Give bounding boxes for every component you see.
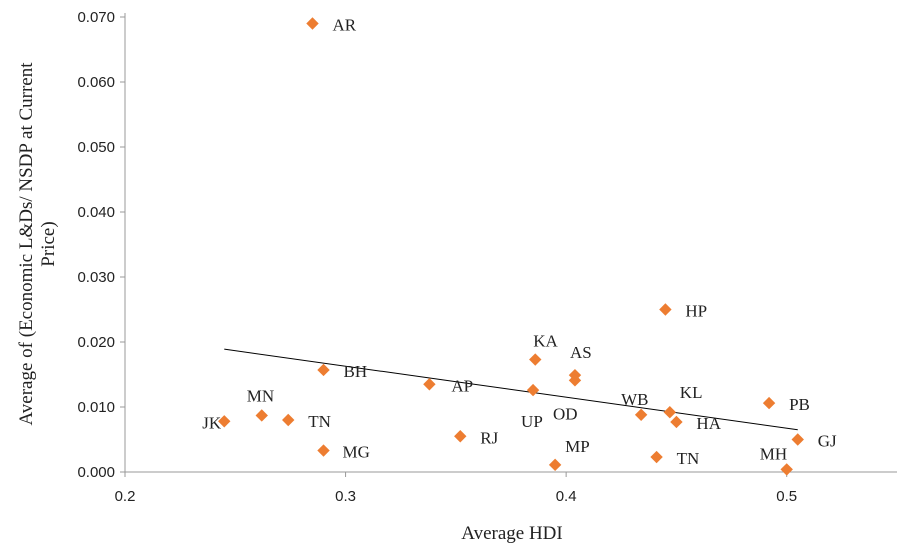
data-point-ar (306, 17, 319, 30)
data-point-od (568, 374, 582, 387)
data-point-ka (529, 353, 542, 366)
y-tick-label: 0.070 (77, 9, 115, 26)
point-label: HP (685, 302, 707, 321)
y-axis-title: Average of (Economic L&Ds/ NSDP at Curre… (16, 62, 59, 426)
data-point-mn (255, 409, 268, 422)
data-point-hp (659, 303, 672, 316)
point-label: HA (696, 414, 721, 433)
data-point-wb (634, 408, 648, 421)
point-label: MP (565, 437, 590, 456)
point-label: WB (621, 390, 648, 409)
data-point-ap (423, 378, 436, 391)
point-label: UP (521, 412, 543, 431)
point-label: MG (343, 443, 370, 462)
point-label: TN (677, 449, 700, 468)
data-point-bh (317, 363, 330, 377)
data-point-rj (454, 430, 467, 443)
y-tick-label: 0.010 (77, 399, 115, 416)
point-label: JK (202, 413, 222, 432)
data-point-pb (762, 396, 776, 410)
y-tick-label: 0.050 (77, 139, 115, 156)
y-tick-label: 0.020 (77, 334, 115, 351)
point-label: GJ (818, 432, 837, 451)
trendline (224, 348, 798, 431)
point-labels: AR HP KA AS OD BH AP UP WB KL HA PB GJ MH JK MN TN MG RJ MP… (202, 16, 837, 469)
point-label: TN (308, 412, 331, 431)
data-point-kl (663, 406, 677, 419)
data-point-ha (670, 415, 683, 429)
data-point-tn (282, 413, 295, 427)
data-point-up (526, 383, 540, 397)
point-label: RJ (480, 428, 498, 447)
data-points (218, 17, 804, 476)
trendline-layer (224, 348, 798, 431)
data-point-gj (791, 433, 804, 446)
point-label: AS (570, 343, 592, 362)
x-tick-label: 0.5 (776, 488, 797, 505)
data-point-mh (780, 463, 793, 476)
point-label: PB (789, 395, 810, 414)
x-axis-title: Average HDI (461, 523, 562, 544)
data-point-mg (317, 444, 330, 457)
y-tick-label: 0.000 (77, 464, 115, 481)
point-label: KA (533, 332, 558, 351)
chart-axes: 0.000 0.010 0.020 0.030 0.040 0.050 0.060 0.070… (77, 9, 897, 505)
x-tick-label: 0.2 (115, 488, 136, 505)
y-tick-label: 0.030 (77, 269, 115, 286)
data-point-jk (218, 415, 231, 428)
x-tick-label: 0.3 (335, 488, 356, 505)
point-label: OD (553, 404, 578, 423)
point-label: MH (760, 444, 787, 463)
data-point-tn (650, 450, 663, 464)
x-tick-label: 0.4 (556, 488, 577, 505)
y-tick-label: 0.060 (77, 74, 115, 91)
data-point-mp (548, 458, 562, 472)
point-label: MN (247, 386, 274, 405)
point-label: KL (680, 383, 703, 402)
point-label: AP (451, 376, 473, 395)
point-label: AR (332, 16, 356, 35)
y-tick-label: 0.040 (77, 204, 115, 221)
point-label: BH (344, 362, 368, 381)
